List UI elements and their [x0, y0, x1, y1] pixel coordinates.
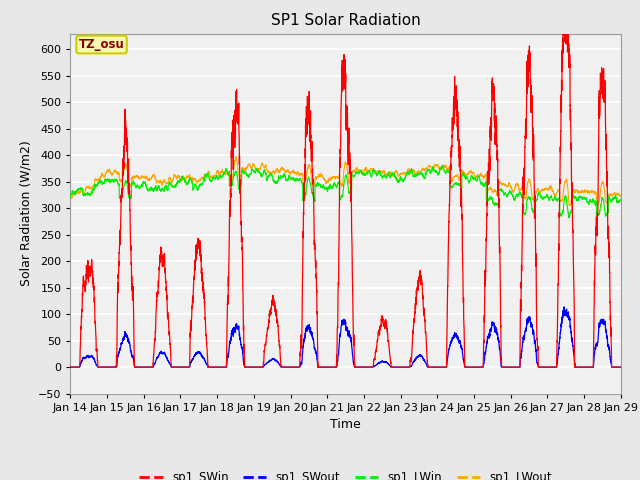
Title: SP1 Solar Radiation: SP1 Solar Radiation — [271, 13, 420, 28]
Y-axis label: Solar Radiation (W/m2): Solar Radiation (W/m2) — [19, 141, 33, 287]
X-axis label: Time: Time — [330, 418, 361, 431]
Legend: sp1_SWin, sp1_SWout, sp1_LWin, sp1_LWout: sp1_SWin, sp1_SWout, sp1_LWin, sp1_LWout — [134, 466, 557, 480]
Text: TZ_osu: TZ_osu — [79, 38, 124, 51]
